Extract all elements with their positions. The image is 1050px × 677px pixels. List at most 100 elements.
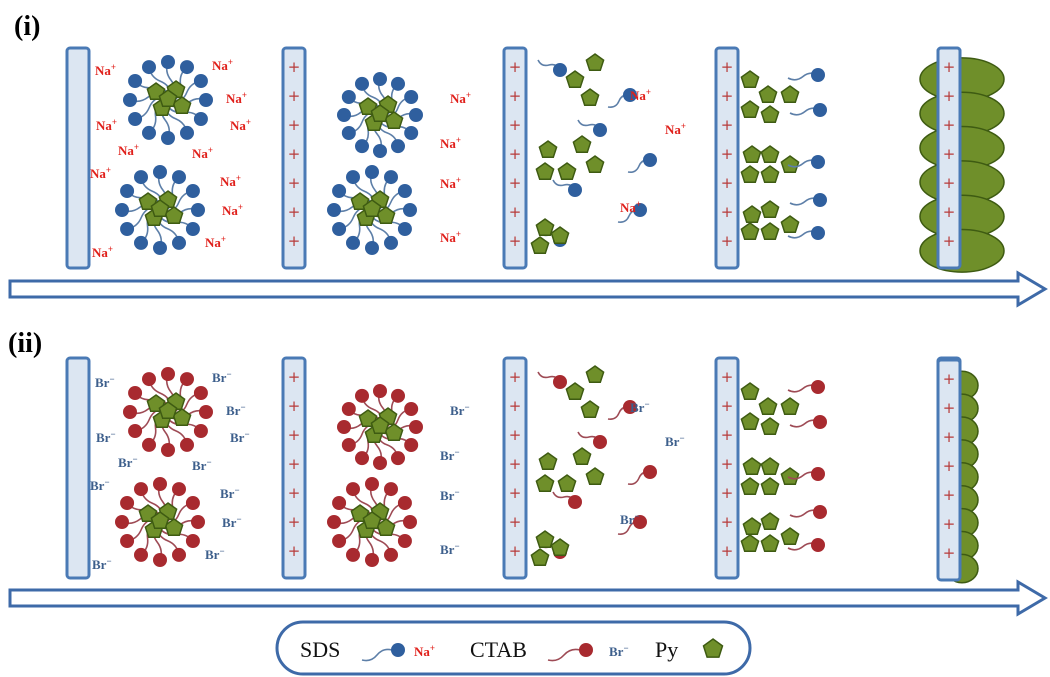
counter-ion: Br− [620,511,640,527]
counter-ion-symbol: Na [92,245,108,260]
surfactant-head [120,496,135,510]
surfactant-head [153,165,167,179]
counter-ion: Na+ [665,121,686,137]
polypyrrole-film: + + + + + + + [919,46,1005,273]
counter-ion: Br− [220,485,240,501]
surfactant-head [337,420,351,434]
electrode-charge: + [288,542,301,560]
surfactant-head [153,477,167,491]
counter-ion-symbol: Br [222,515,237,530]
adsorbed-surfactant [789,505,827,519]
counter-ion: Na+ [205,234,226,250]
surfactant-head [193,74,208,88]
surfactant-head [142,437,156,452]
electrode-charge: + [288,426,301,444]
legend-sds-ion: Na+ [414,643,435,659]
adsorbed-pyrrole [760,512,780,531]
counter-ion: Br− [440,541,460,557]
counter-ion-symbol: Br [192,458,207,473]
surfactant-head [193,424,208,438]
electrode-charge: + [288,116,301,134]
counter-ion-charge: − [454,487,459,497]
surfactant-head [553,375,567,389]
film-lobe [919,228,1005,273]
surfactant-head [365,477,379,491]
counter-ion: Br− [226,402,246,418]
surfactant-head [593,123,607,137]
free-surfactant [617,203,647,224]
counter-ion-charge: + [238,202,243,212]
free-pyrrole [530,548,550,567]
legend-pyrrole [702,638,724,658]
electrode-charge: + [509,203,522,221]
legend-ctab-label: CTAB [470,637,527,662]
adsorbed-pyrrole [780,527,800,546]
surfactant-head [172,170,186,185]
counter-ion: Br− [665,433,685,449]
counter-ion: Na+ [95,62,116,78]
counter-ion-charge: + [106,165,111,175]
counter-ion-symbol: Br [95,375,110,390]
free-surfactant [537,59,567,77]
electrode-charge: + [943,174,956,192]
counter-ion-charge: − [106,556,111,566]
electrode-charge: + [943,486,956,504]
counter-ion-symbol: Br [220,486,235,501]
surfactant-head [623,88,637,102]
counter-ion-symbol: Na [95,63,111,78]
electrode-1-0 [65,356,91,580]
adsorbed-pyrrole [742,457,762,476]
free-surfactant [552,491,582,509]
surfactant-head [180,60,194,75]
counter-ion-charge: + [456,175,461,185]
counter-ion-charge: − [110,429,115,439]
surfactant-head [355,76,369,91]
surfactant-head [811,538,825,552]
surfactant-head [346,235,360,250]
adsorbed-surfactant [789,415,827,429]
free-surfactant [607,400,637,421]
adsorbed-pyrrole [780,215,800,234]
surfactant-head [633,203,647,217]
adsorbed-pyrrole [760,477,780,496]
surfactant-head [403,203,417,217]
counter-ion-symbol: Na [118,143,134,158]
counter-ion-charge: + [636,199,641,209]
surfactant-head [811,467,825,481]
electrode-charge: + [943,457,956,475]
surfactant-head [811,380,825,394]
micelle-stage-1 [115,477,205,567]
adsorbed-pyrrole [742,517,762,536]
electrode-charge: + [721,232,734,250]
counter-ion-symbol: Na [630,88,646,103]
surfactant-head [161,131,175,145]
free-pyrrole [538,140,558,159]
surfactant-head [409,108,423,122]
film-electrode-cover [936,46,962,270]
surfactant-head [633,515,647,529]
surfactant-head [191,515,205,529]
counter-ion-symbol: Br [440,542,455,557]
counter-ion-charge: + [681,121,686,131]
counter-ion: Br− [205,546,225,562]
surfactant-head [365,553,379,567]
electrode-charge: + [509,368,522,386]
counter-ion-symbol: Br [630,400,645,415]
electrode-charge: + [721,426,734,444]
electrode-0-3 [714,46,740,270]
electrode-charge: + [943,203,956,221]
surfactant-head [128,386,143,400]
free-pyrrole [585,53,605,72]
surfactant-head [813,505,827,519]
adsorbed-pyrrole [760,417,780,436]
counter-ion-charge: + [208,145,213,155]
process-arrow-shape [8,579,1048,617]
counter-ion-charge: − [240,402,245,412]
counter-ion-symbol: Na [220,174,236,189]
surfactant-head [185,184,200,198]
counter-ion-symbol: Br [440,448,455,463]
counter-ion: Br− [212,369,232,385]
adsorbed-surfactant [789,103,827,117]
electrode-charge: + [943,87,956,105]
surfactant-head [332,496,347,510]
